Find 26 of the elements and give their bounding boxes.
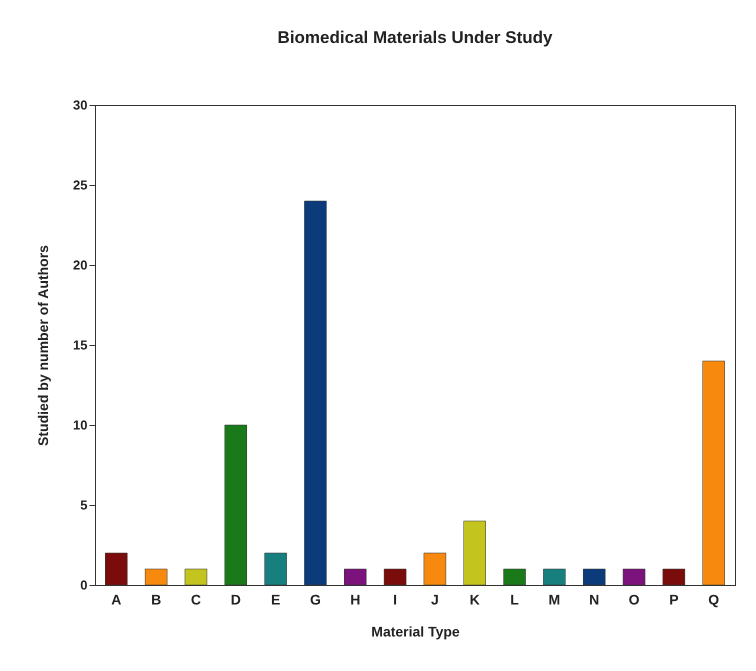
x-tick-label: A — [111, 592, 122, 608]
y-axis-title: Studied by number of Authors — [35, 244, 52, 446]
y-tick-label: 30 — [73, 98, 88, 112]
x-tick-label: P — [669, 592, 679, 608]
x-tick-label: C — [190, 592, 202, 608]
x-axis-title: Material Type — [371, 624, 460, 640]
x-tick-label: J — [431, 592, 439, 608]
x-tick-label: B — [151, 592, 162, 608]
x-tick-label: O — [628, 592, 640, 608]
y-tick-label: 10 — [73, 418, 88, 432]
x-tick-label: D — [230, 592, 241, 608]
x-tick-label: N — [589, 592, 600, 608]
x-tick-label: I — [393, 592, 398, 608]
x-tick-label: G — [310, 592, 321, 608]
x-tick-label: K — [470, 592, 480, 608]
chart-title: Biomedical Materials Under Study — [278, 28, 553, 47]
x-tick-label: M — [548, 592, 560, 608]
y-tick-label: 0 — [80, 578, 88, 592]
x-tick-label: H — [350, 592, 360, 608]
x-tick-label: E — [270, 592, 280, 608]
y-tick-label: 5 — [80, 498, 88, 512]
y-tick-label: 15 — [73, 338, 88, 352]
x-tick-label: L — [510, 592, 520, 608]
y-tick-label: 20 — [73, 258, 88, 272]
y-tick-label: 25 — [73, 178, 88, 192]
x-tick-label: Q — [708, 592, 720, 608]
